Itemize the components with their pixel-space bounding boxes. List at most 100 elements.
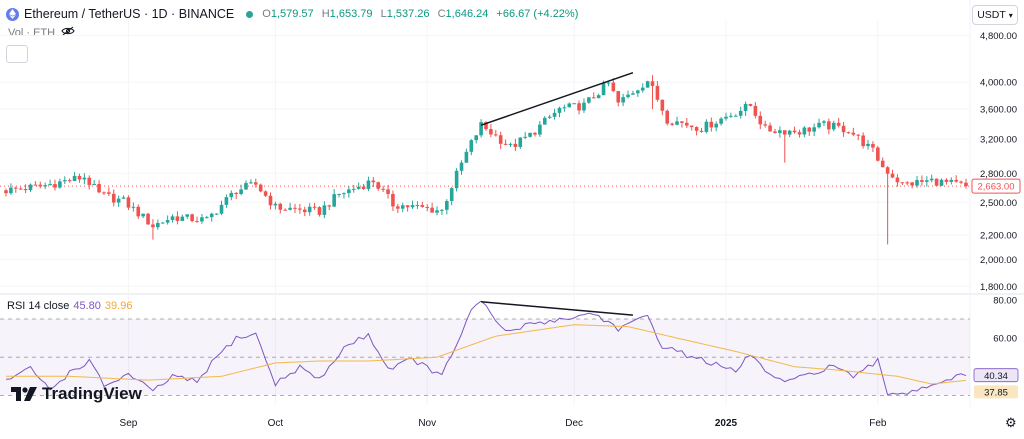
price-tick-label: 4,000.00 <box>980 78 1017 89</box>
rsi-ma-line <box>6 324 967 385</box>
rsi-value-badge <box>973 368 1019 383</box>
candle-body <box>371 180 376 183</box>
candle-body <box>557 107 562 113</box>
candle-body <box>160 222 165 224</box>
candle-body <box>876 147 880 161</box>
close-value: 1,646.24 <box>445 8 489 20</box>
change-value: +66.67 (+4.22%) <box>496 8 579 20</box>
candle-body <box>361 186 366 189</box>
candle-body <box>606 82 611 84</box>
candle-body <box>611 82 616 92</box>
candle-body <box>626 94 630 98</box>
candle-body <box>396 206 400 209</box>
candle-body <box>841 125 846 133</box>
candle-body <box>582 102 586 111</box>
candle-body <box>342 193 346 195</box>
candle-body <box>48 184 52 186</box>
time-tick-label: Feb <box>869 418 887 429</box>
candle-body <box>131 206 136 208</box>
candle-body <box>87 177 92 185</box>
candle-body <box>293 207 297 209</box>
legend-toggle-button[interactable] <box>6 45 28 63</box>
candle-body <box>151 224 155 228</box>
candle-body <box>518 137 523 147</box>
candle-body <box>660 99 665 111</box>
candle-body <box>268 195 273 206</box>
candle-body <box>817 122 821 128</box>
time-tick-label: Nov <box>418 418 436 429</box>
candle-body <box>298 208 302 210</box>
candle-body <box>72 175 77 181</box>
candle-body <box>391 193 395 207</box>
candle-body <box>430 207 434 213</box>
settings-gear-icon[interactable]: ⚙ <box>1005 415 1017 430</box>
high-label: H <box>321 8 330 20</box>
candle-body <box>680 121 684 123</box>
candle-body <box>836 122 841 126</box>
candle-body <box>92 184 96 186</box>
chart-header: Ethereum / TetherUS · 1D · BINANCE O1,57… <box>6 5 583 23</box>
candle-body <box>219 204 224 214</box>
candle-body <box>13 187 18 189</box>
candle-body <box>58 181 62 188</box>
candle-body <box>239 189 243 194</box>
candle-body <box>542 117 547 125</box>
candle-body <box>925 180 929 182</box>
candle-body <box>263 191 268 196</box>
tradingview-logo[interactable]: TradingView <box>11 384 142 404</box>
price-tick-label: 4,800.00 <box>980 31 1017 42</box>
candle-body <box>28 184 33 191</box>
candle-body <box>224 197 229 205</box>
currency-selector[interactable]: USDT ▾ <box>972 5 1018 25</box>
candle-body <box>317 207 322 215</box>
rsi-legend: RSI 14 close 45.80 39.96 <box>7 300 132 312</box>
rsi-value: 45.80 <box>73 300 101 312</box>
time-tick-label: Dec <box>565 418 583 429</box>
candle-body <box>386 189 390 194</box>
candle-body <box>435 210 439 213</box>
candle-body <box>62 180 67 182</box>
candle-body <box>562 107 567 109</box>
candle-body <box>102 192 106 194</box>
candle-body <box>513 143 518 147</box>
candle-body <box>307 206 312 213</box>
price-tick-label: 1,800.00 <box>980 282 1017 293</box>
candle-body <box>288 207 292 210</box>
time-tick-label: Sep <box>120 418 138 429</box>
candle-body <box>508 143 513 145</box>
candle-body <box>650 81 655 86</box>
eye-hidden-icon[interactable] <box>61 26 75 39</box>
candle-body <box>523 136 527 138</box>
close-label: C <box>437 8 446 20</box>
candle-body <box>587 97 591 103</box>
candle-body <box>356 186 361 189</box>
candle-body <box>337 193 341 195</box>
candle-body <box>82 177 87 180</box>
candle-body <box>209 213 214 218</box>
candle-body <box>351 188 356 190</box>
candle-body <box>533 132 537 135</box>
candle-body <box>489 129 493 135</box>
currency-label: USDT <box>977 9 1006 21</box>
candle-body <box>410 205 415 208</box>
candle-body <box>528 132 532 137</box>
candle-body <box>498 135 503 144</box>
candle-body <box>180 216 185 221</box>
candle-body <box>4 190 8 194</box>
candle-body <box>234 192 239 194</box>
candle-body <box>332 194 336 207</box>
candle-body <box>929 178 934 181</box>
price-tick-label: 3,200.00 <box>980 135 1017 146</box>
candle-body <box>753 105 758 116</box>
market-status-dot <box>246 10 254 18</box>
candle-body <box>449 188 454 201</box>
symbol-title[interactable]: Ethereum / TetherUS · 1D · BINANCE <box>24 7 235 21</box>
candle-body <box>547 116 552 118</box>
candle-body <box>420 205 425 207</box>
candle-body <box>714 123 719 128</box>
candle-body <box>9 187 13 194</box>
candle-body <box>802 127 807 135</box>
candle-body <box>205 217 209 219</box>
last-price-badge <box>971 178 1021 194</box>
